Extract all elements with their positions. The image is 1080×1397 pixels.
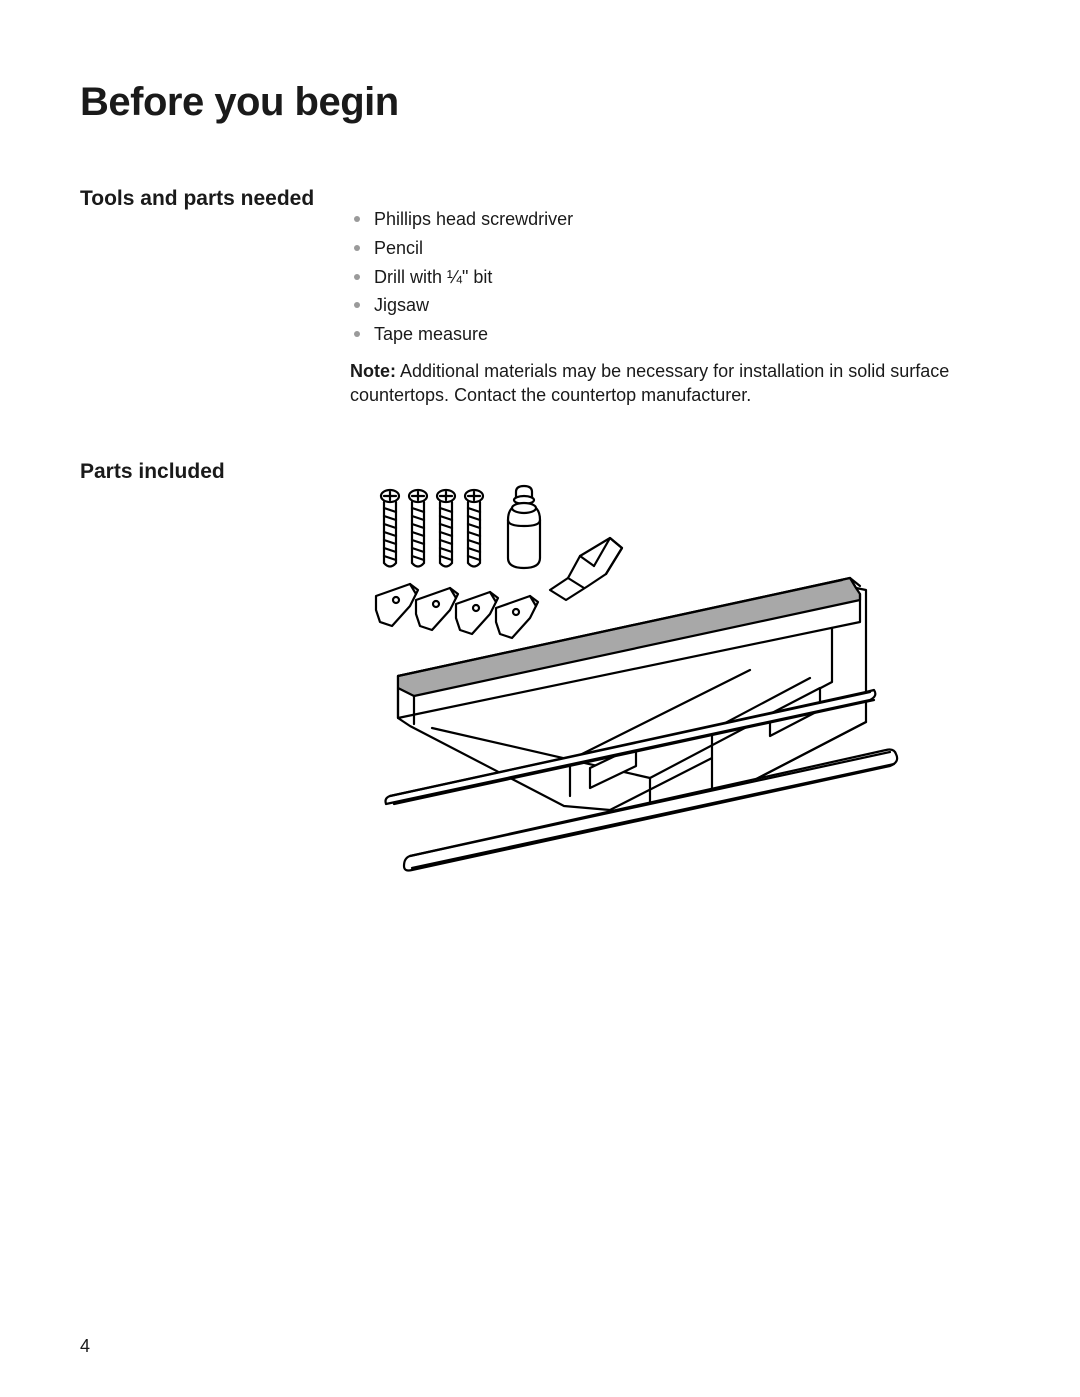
bottle-icon — [508, 486, 540, 568]
tools-list-item: Pencil — [350, 234, 1000, 263]
scraper-icon — [550, 538, 622, 600]
page-title: Before you begin — [80, 80, 1000, 125]
tools-heading: Tools and parts needed — [80, 185, 340, 212]
parts-heading: Parts included — [80, 458, 340, 485]
document-page: Before you begin Tools and parts needed … — [0, 0, 1080, 1397]
parts-illustration-icon — [350, 478, 910, 898]
section-parts: Parts included — [80, 458, 1000, 903]
tools-list-item: Phillips head screwdriver — [350, 205, 1000, 234]
tools-list-item: Jigsaw — [350, 291, 1000, 320]
parts-diagram — [350, 478, 1000, 903]
tools-list: Phillips head screwdriver Pencil Drill w… — [350, 205, 1000, 349]
brackets-icon — [376, 584, 538, 638]
section-tools-right: Phillips head screwdriver Pencil Drill w… — [340, 185, 1000, 408]
note-text: Additional materials may be necessary fo… — [350, 361, 949, 405]
tools-list-item: Drill with ¼" bit — [350, 263, 1000, 292]
section-tools: Tools and parts needed Phillips head scr… — [80, 185, 1000, 408]
tools-note: Note: Additional materials may be necess… — [350, 359, 1000, 408]
screws-icon — [381, 490, 483, 567]
note-label: Note: — [350, 361, 396, 381]
tools-list-item: Tape measure — [350, 320, 1000, 349]
section-tools-left: Tools and parts needed — [80, 185, 340, 408]
section-parts-right — [340, 458, 1000, 903]
section-parts-left: Parts included — [80, 458, 340, 903]
page-number: 4 — [80, 1336, 90, 1357]
